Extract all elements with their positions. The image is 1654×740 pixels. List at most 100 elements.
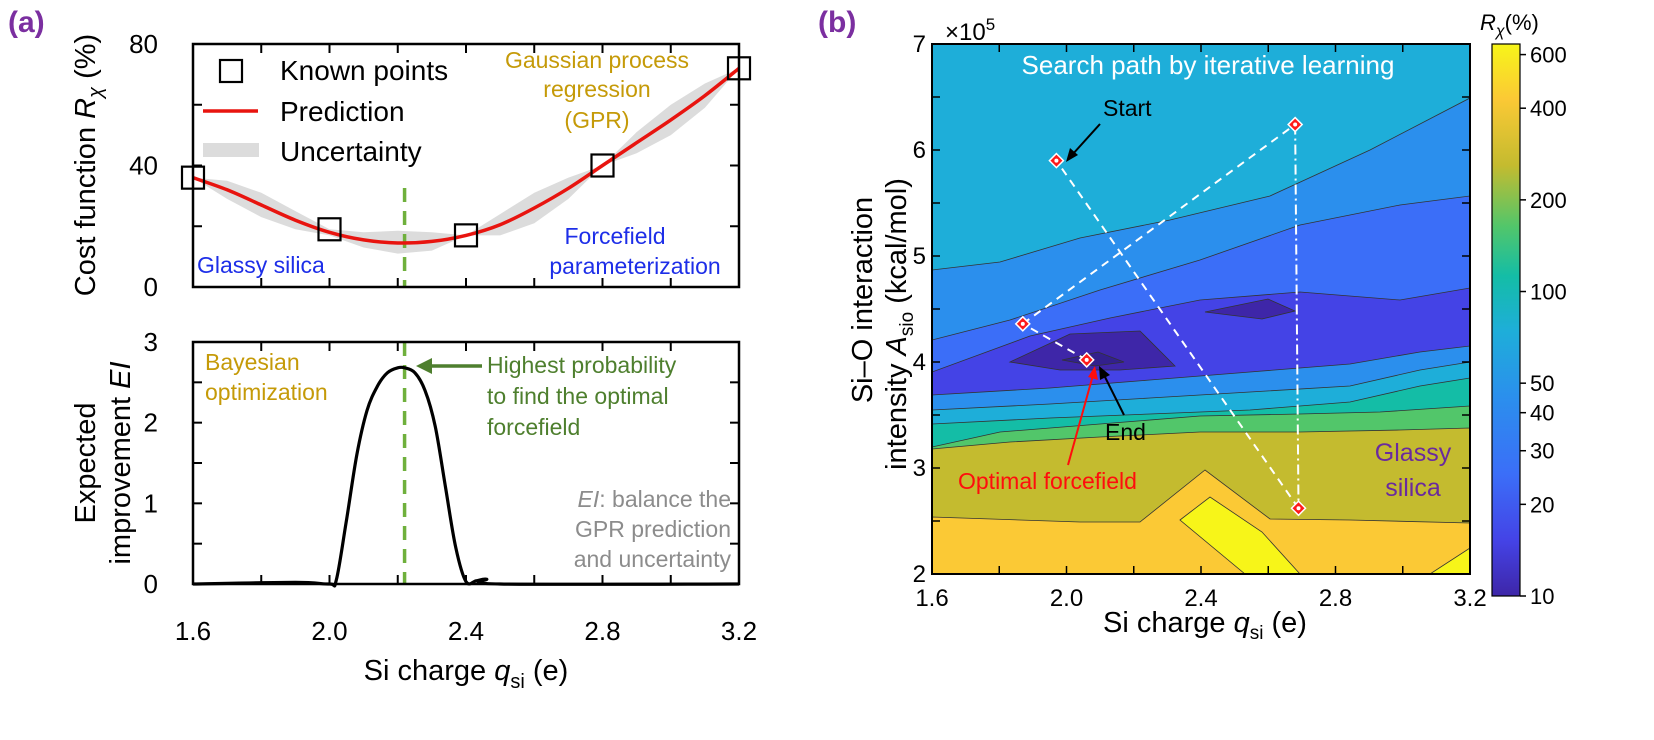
y-tick-label: 4 (913, 349, 926, 376)
colorbar-label: Rχ(%) (1480, 10, 1539, 40)
colorbar-tick-label: 50 (1530, 371, 1554, 396)
y-tick-label: 6 (913, 137, 926, 164)
colorbar-tick-label: 20 (1530, 492, 1554, 517)
known-point-marker (317, 217, 342, 242)
search-path-segment (1294, 124, 1300, 509)
top-axis-ticks (192, 43, 740, 288)
x-tick-label: 3.2 (721, 616, 757, 646)
x-tick-label: 1.6 (175, 616, 211, 646)
y-tick-label: 80 (129, 29, 158, 59)
y-tick-label: 2 (144, 408, 158, 438)
start-arrow (1071, 123, 1101, 156)
bottom-y-tick-labels: 0 1 2 3 (144, 327, 158, 599)
forcefield-annotation-line2: parameterization (549, 253, 720, 279)
contour-y-axis-label-line2: intensity Asio (kcal/mol) (881, 178, 918, 470)
end-arrow (1103, 374, 1125, 416)
highest-probability-line1: Highest probability (487, 352, 677, 378)
cost-function-subplot: 0 40 80 Known points Prediction Uncertaint… (70, 29, 752, 302)
contour-region-600-b (1429, 547, 1470, 574)
optimal-forcefield-arrow (1067, 374, 1094, 466)
gpr-annotation-line1: Gaussian process (505, 47, 689, 73)
top-y-tick-labels: 0 40 80 (129, 29, 158, 302)
contour-x-axis-label: Si charge qsi (e) (1103, 607, 1307, 644)
legend-known-marker (218, 58, 244, 84)
contour-title: Search path by iterative learning (1022, 50, 1395, 80)
y-tick-label: 0 (144, 569, 158, 599)
start-annotation: Start (1103, 95, 1152, 121)
y-tick-label: 3 (144, 327, 158, 357)
highest-probability-line3: forcefield (487, 414, 580, 440)
expected-improvement-subplot: 0 1 2 3 1.6 2.0 2.4 2.8 3.2 Bayesian optimizati… (70, 327, 757, 693)
known-point-marker (453, 223, 479, 248)
end-arrowhead (1099, 366, 1110, 380)
glassy-silica-b-line1: Glassy (1375, 439, 1452, 467)
colorbar-tick-label: 600 (1530, 43, 1567, 68)
contour-plot: 1.6 2.0 2.4 2.8 3.2 2 3 4 5 6 7 Search path by it… (847, 15, 1487, 644)
search-path-segment (1022, 123, 1296, 325)
y-tick-label: 0 (144, 272, 158, 302)
x-tick-label: 2.8 (1319, 585, 1352, 612)
highest-probability-line2: to find the optimal (487, 383, 669, 409)
search-path-point-core (1296, 506, 1301, 511)
highest-probability-arrowhead (416, 358, 432, 374)
search-path-point-core (1020, 321, 1025, 326)
contour-regions (932, 44, 1470, 574)
search-path-segment (1055, 160, 1300, 509)
y-tick-label: 5 (913, 243, 926, 270)
bayesian-annotation-line2: optimization (205, 379, 328, 405)
panel-a-x-axis-label: Si charge qsi (e) (364, 655, 569, 693)
colorbar-ticks: 10 20 30 40 50 100 200 400 600 (1520, 43, 1567, 609)
colorbar-gradient (1491, 43, 1521, 597)
contour-axis-ticks (931, 43, 1471, 575)
colorbar-tick-label: 400 (1530, 96, 1567, 121)
legend-prediction-label: Prediction (280, 96, 405, 127)
bottom-x-tick-labels: 1.6 2.0 2.4 2.8 3.2 (175, 616, 757, 646)
top-y-axis-label: Cost function Rχ (%) (70, 34, 107, 296)
ei-curve (192, 365, 740, 588)
gpr-annotation-line2: regression (543, 76, 650, 102)
optimal-forcefield-annotation: Optimal forcefield (958, 468, 1137, 494)
end-annotation: End (1105, 419, 1146, 445)
contour-y-axis-label-line1: Si–O interaction (847, 197, 879, 403)
colorbar-tick-label: 100 (1530, 280, 1567, 305)
colorbar-tick-label: 30 (1530, 439, 1554, 464)
top-axes-frame (191, 42, 741, 289)
contour-min-region-right (1204, 298, 1297, 320)
panel-b-label: (b) (818, 6, 856, 39)
x-tick-label: 2.4 (1184, 585, 1217, 612)
bottom-y-axis-label-line1: Expected (70, 403, 102, 524)
ei-note-line1: EI: balance the (578, 486, 731, 512)
y-tick-label: 2 (913, 561, 926, 588)
known-point-marker (590, 153, 615, 178)
glassy-silica-annotation: Glassy silica (197, 252, 325, 278)
legend-uncertainty-label: Uncertainty (280, 136, 422, 167)
bottom-y-axis-label-line2: improvement EI (105, 361, 137, 564)
x-tick-label: 2.0 (311, 616, 347, 646)
panel-a-label: (a) (8, 6, 45, 39)
x-tick-label: 3.2 (1453, 585, 1486, 612)
bayesian-annotation-line1: Bayesian (205, 349, 300, 375)
start-arrowhead (1066, 148, 1078, 162)
colorbar-tick-label: 40 (1530, 401, 1554, 426)
contour-y-tick-labels: 2 3 4 5 6 7 (913, 31, 926, 588)
glassy-silica-b-line2: silica (1385, 474, 1441, 502)
x-tick-label: 2.8 (584, 616, 620, 646)
contour-region-600-a (1179, 496, 1301, 574)
ei-note-line3: and uncertainty (574, 546, 732, 572)
y-tick-label: 1 (144, 488, 158, 518)
optimal-forcefield-arrowhead (1088, 366, 1098, 380)
search-path-point-core (1293, 122, 1298, 127)
colorbar-tick-label: 200 (1530, 188, 1567, 213)
contour-x-tick-labels: 1.6 2.0 2.4 2.8 3.2 (915, 585, 1486, 612)
ei-note-line2: GPR prediction (575, 516, 731, 542)
search-path-segment (1022, 322, 1088, 361)
x-tick-label: 1.6 (915, 585, 948, 612)
bottom-axis-ticks (192, 341, 740, 585)
search-path (1014, 116, 1307, 517)
legend-uncertainty-marker (203, 143, 259, 157)
y-tick-label: 3 (913, 455, 926, 482)
search-path-point-core (1054, 158, 1059, 163)
y-multiplier: ×105 (945, 15, 995, 46)
x-tick-label: 2.4 (448, 616, 484, 646)
